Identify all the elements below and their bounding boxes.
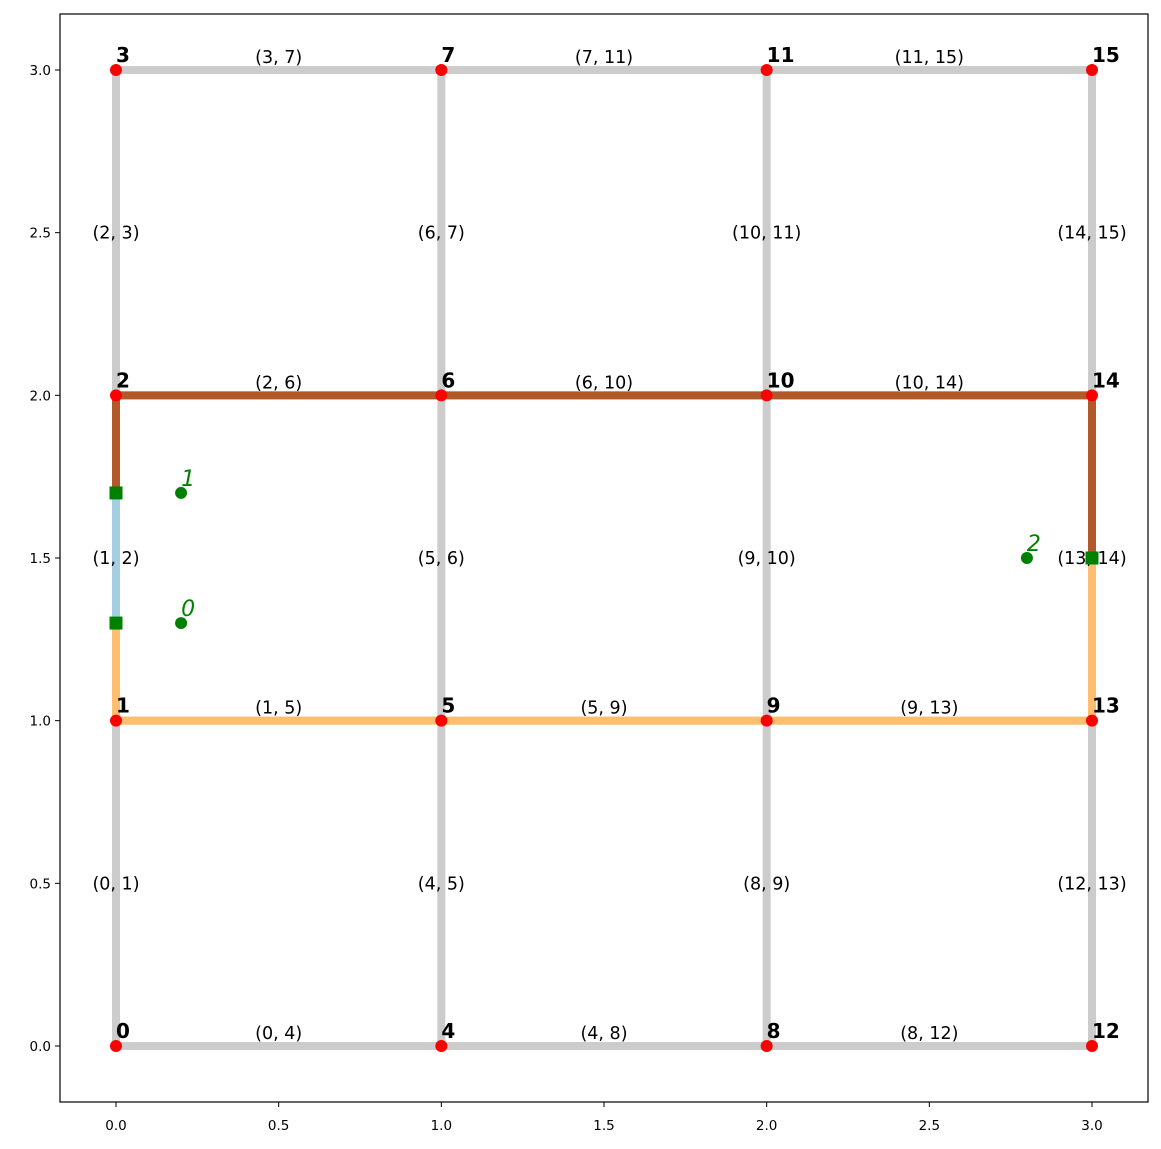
node-label: 8 — [767, 1019, 781, 1043]
node-label: 7 — [441, 43, 455, 67]
x-tick-label: 3.0 — [1081, 1118, 1102, 1134]
node-label: 3 — [116, 43, 130, 67]
path-line — [112, 391, 1096, 558]
highlighted-paths — [112, 391, 1096, 725]
edge-label: (4, 8) — [580, 1024, 627, 1044]
node-marker — [760, 64, 773, 76]
edge-label: (8, 9) — [743, 874, 790, 894]
projection-marker — [109, 616, 123, 630]
node-label: 11 — [767, 43, 795, 67]
point-marker — [1020, 552, 1033, 564]
node-label: 0 — [116, 1019, 130, 1043]
node-label: 14 — [1092, 368, 1120, 392]
projection-marker — [109, 486, 123, 500]
node-label: 2 — [116, 368, 130, 392]
node-marker — [435, 714, 448, 727]
node-marker — [110, 714, 122, 727]
x-tick-label: 1.5 — [593, 1118, 614, 1134]
edge-label: (8, 12) — [900, 1024, 958, 1044]
edge-label: (3, 7) — [255, 48, 302, 68]
node-label: 1 — [116, 694, 130, 718]
point-marker — [175, 617, 188, 630]
node-marker — [1086, 1040, 1098, 1052]
node-marker — [1086, 714, 1098, 727]
y-tick-label: 0.0 — [30, 1039, 51, 1055]
projection-marker — [1085, 551, 1099, 565]
path-line — [112, 558, 1096, 725]
node-marker — [435, 64, 448, 76]
node-marker — [435, 389, 448, 402]
edge-label: (10, 11) — [732, 224, 801, 244]
edge-labels: (0, 1) (1, 2) (2, 3) (4, 5) (5, 6) (6, 7) (8, … — [92, 48, 1126, 1044]
edge-label: (4, 5) — [418, 874, 465, 894]
edge-label: (5, 9) — [580, 699, 627, 719]
edge-label: (1, 5) — [255, 699, 302, 719]
y-axis: 0.0 0.5 1.0 1.5 2.0 2.5 3.0 — [30, 63, 60, 1055]
y-tick-label: 0.5 — [30, 876, 51, 892]
node-marker — [760, 389, 773, 402]
point-label: 1 — [181, 467, 195, 492]
edge-label: (9, 10) — [738, 549, 796, 569]
edge-label: (6, 7) — [418, 224, 465, 244]
edge-label: (1, 2) — [92, 549, 139, 569]
node-label: 15 — [1092, 43, 1120, 67]
node-marker — [1086, 389, 1098, 402]
node-marker — [760, 1040, 773, 1052]
y-tick-label: 1.0 — [30, 714, 51, 730]
edge-label: (2, 6) — [255, 373, 302, 393]
x-tick-label: 2.0 — [756, 1118, 777, 1134]
x-tick-label: 0.0 — [105, 1118, 126, 1134]
node-marker — [435, 1040, 448, 1052]
node-marker — [110, 1040, 122, 1052]
node-marker — [110, 389, 122, 402]
node-marker — [760, 714, 773, 727]
y-tick-label: 2.0 — [30, 388, 51, 404]
points: 0 1 2 — [175, 467, 1041, 630]
y-tick-label: 3.0 — [30, 63, 51, 79]
edge-label: (2, 3) — [92, 224, 139, 244]
edge-label: (0, 4) — [255, 1024, 302, 1044]
point-label: 2 — [1027, 532, 1041, 557]
edge-label: (14, 15) — [1057, 224, 1126, 244]
point-marker — [175, 486, 188, 499]
edge-label: (9, 13) — [900, 699, 958, 719]
x-axis: 0.0 0.5 1.0 1.5 2.0 2.5 3.0 — [105, 1102, 1103, 1134]
edge-label: (0, 1) — [92, 874, 139, 894]
node-marker — [1086, 64, 1098, 76]
node-marker — [110, 64, 122, 76]
edge-label: (5, 6) — [418, 549, 465, 569]
node-label: 6 — [441, 368, 455, 392]
edge-label: (7, 11) — [575, 48, 633, 68]
node-label: 13 — [1092, 694, 1120, 718]
y-tick-label: 2.5 — [30, 226, 51, 242]
node-label: 5 — [441, 694, 455, 718]
x-tick-label: 1.0 — [431, 1118, 452, 1134]
edge-label: (10, 14) — [895, 373, 964, 393]
edge-label: (6, 10) — [575, 373, 633, 393]
node-label: 4 — [441, 1019, 455, 1043]
edge-label: (11, 15) — [895, 48, 964, 68]
node-label: 9 — [767, 694, 781, 718]
y-tick-label: 1.5 — [30, 551, 51, 567]
x-tick-label: 0.5 — [268, 1118, 289, 1134]
projections — [109, 486, 1099, 630]
node-label: 10 — [767, 368, 795, 392]
node-label: 12 — [1092, 1019, 1120, 1043]
edge-label: (12, 13) — [1057, 874, 1126, 894]
plot-area: (0, 1) (1, 2) (2, 3) (4, 5) (5, 6) (6, 7) (8, … — [92, 43, 1127, 1052]
point-label: 0 — [181, 597, 195, 622]
x-tick-label: 2.5 — [919, 1118, 940, 1134]
